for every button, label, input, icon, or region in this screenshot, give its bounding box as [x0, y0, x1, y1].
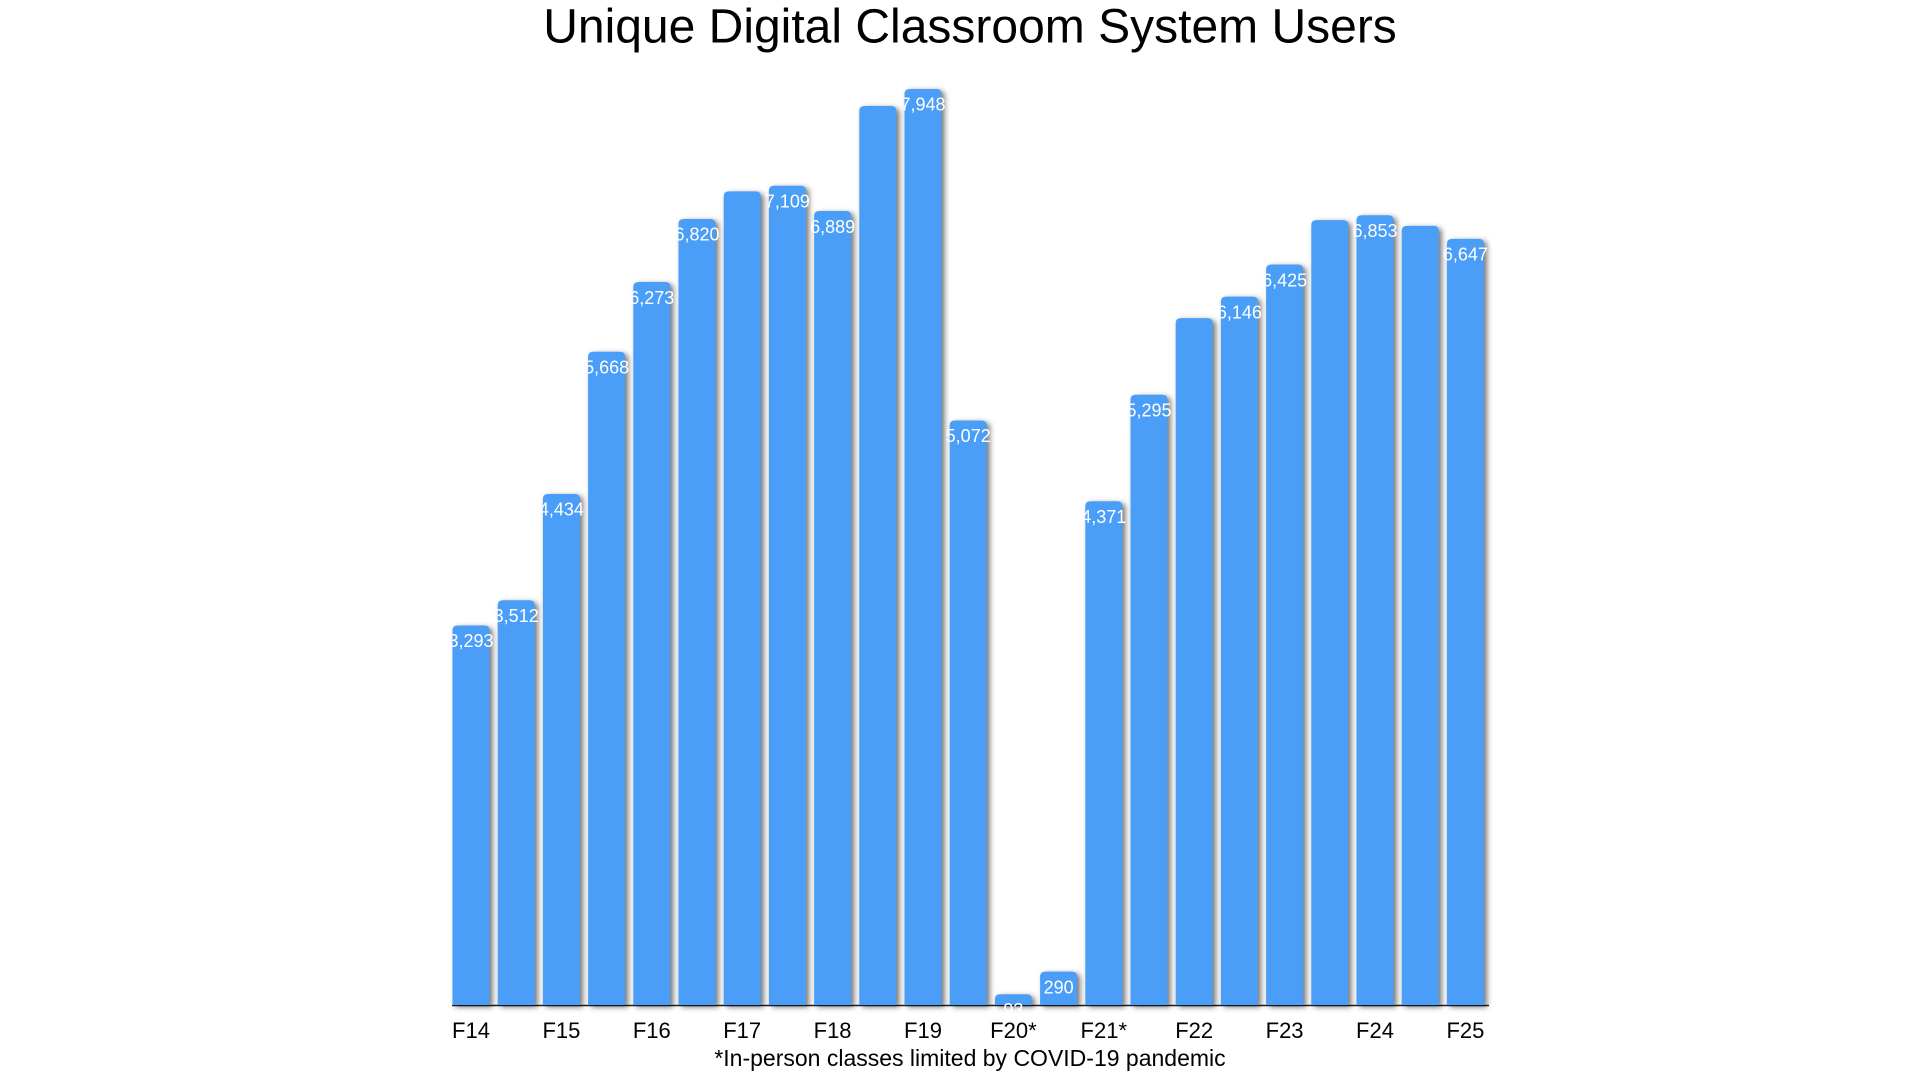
bar: [949, 420, 987, 1005]
bar: [1401, 225, 1439, 1005]
x-tick-label: F14: [452, 1018, 490, 1043]
x-tick-label: F15: [542, 1018, 580, 1043]
value-label: 7,948: [900, 95, 945, 115]
value-label: 4,434: [539, 500, 584, 520]
value-label: 290: [1044, 977, 1074, 997]
value-label: 7,109: [765, 191, 810, 211]
x-tick-label: F17: [723, 1018, 761, 1043]
bar: [588, 351, 626, 1005]
bar: [859, 106, 897, 1006]
bar: [1311, 220, 1349, 1005]
bar: [1040, 971, 1078, 1005]
value-label: 6,146: [1217, 302, 1262, 322]
value-label: 5,072: [946, 426, 991, 446]
bar: [1085, 501, 1123, 1005]
bar: [678, 218, 716, 1005]
x-tick-label: F18: [814, 1018, 852, 1043]
x-tick-label: F23: [1266, 1018, 1304, 1043]
bar: [497, 600, 535, 1005]
value-label: 6,820: [674, 225, 719, 245]
x-tick-label: F20*: [990, 1018, 1037, 1043]
bar: [723, 191, 761, 1005]
x-tick-label: F24: [1356, 1018, 1394, 1043]
bar: [1175, 318, 1213, 1005]
x-tick-label: F16: [633, 1018, 671, 1043]
bar: [1130, 394, 1168, 1006]
x-tick-label: F21*: [1081, 1018, 1128, 1043]
bar: [1266, 264, 1304, 1005]
value-label: 6,853: [1352, 221, 1397, 241]
value-label: 5,668: [584, 358, 629, 378]
value-label: 6,425: [1262, 270, 1307, 290]
value-label: 5,295: [1126, 401, 1171, 421]
x-tick-label: F25: [1446, 1018, 1484, 1043]
bar: [542, 493, 580, 1005]
bar: [814, 211, 852, 1006]
bar: [1446, 238, 1484, 1006]
bar: [994, 994, 1032, 1005]
bar: [633, 282, 671, 1005]
x-tick-label: F19: [904, 1018, 942, 1043]
value-label: 6,889: [810, 217, 855, 237]
value-label: 6,647: [1443, 245, 1488, 265]
chart-title: Unique Digital Classroom System Users: [543, 1, 1397, 54]
annotation: *In-person classes limited by COVID-19 p…: [714, 1045, 1225, 1071]
value-label: 3,512: [494, 606, 539, 626]
value-label: 4,371: [1081, 507, 1126, 527]
bar: [904, 88, 942, 1006]
bar: [1220, 296, 1258, 1006]
value-label: 93: [1003, 1000, 1023, 1020]
value-label: 3,293: [448, 631, 493, 651]
bar: [768, 185, 806, 1005]
x-tick-label: F22: [1175, 1018, 1213, 1043]
bar: [452, 625, 490, 1005]
value-label: 6,273: [629, 288, 674, 308]
bar: [1356, 215, 1394, 1005]
